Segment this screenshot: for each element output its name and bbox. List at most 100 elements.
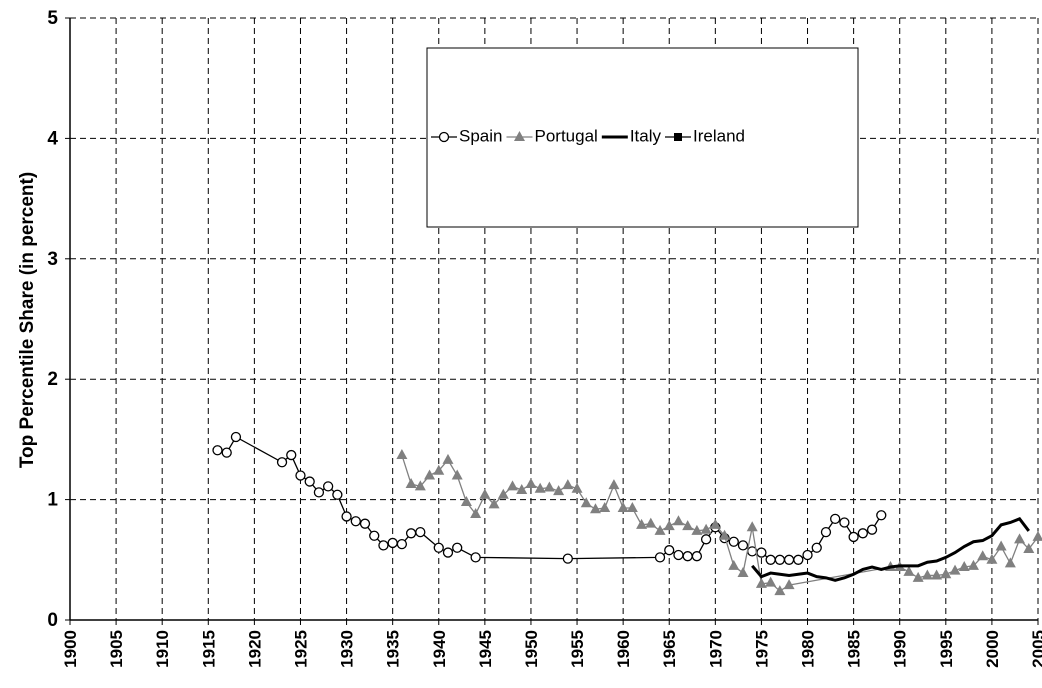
marker <box>765 554 776 565</box>
marker <box>525 477 537 488</box>
marker <box>424 469 436 480</box>
x-tick-label: 1900 <box>61 630 80 668</box>
marker <box>378 540 389 551</box>
marker <box>783 579 795 590</box>
marker <box>230 431 242 443</box>
marker <box>553 485 565 496</box>
marker <box>811 542 822 553</box>
marker <box>912 571 924 582</box>
marker <box>359 518 371 529</box>
x-tick-label: 1955 <box>568 630 587 668</box>
y-tick-label: 1 <box>47 490 58 511</box>
marker <box>774 554 786 565</box>
x-tick-label: 1995 <box>937 630 956 668</box>
x-tick-label: 1940 <box>430 630 449 668</box>
marker <box>396 538 408 550</box>
marker <box>442 547 454 558</box>
x-tick-label: 1985 <box>845 630 864 668</box>
marker <box>728 559 740 570</box>
marker <box>765 576 777 587</box>
marker <box>589 503 601 514</box>
marker <box>396 449 408 460</box>
marker <box>497 488 509 499</box>
y-axis-title: Top Percentile Share (in percent) <box>17 172 38 468</box>
marker <box>507 480 519 491</box>
series-line <box>217 436 882 561</box>
legend-label: Portugal <box>534 126 597 145</box>
marker <box>654 552 666 563</box>
marker <box>470 552 481 563</box>
marker <box>543 481 555 492</box>
y-tick-label: 2 <box>47 369 58 390</box>
x-tick-label: 1980 <box>799 630 818 668</box>
marker <box>700 523 712 534</box>
marker <box>350 516 361 527</box>
series <box>751 517 1030 582</box>
marker <box>295 470 306 481</box>
marker <box>663 520 675 531</box>
marker <box>313 487 325 498</box>
y-tick-label: 5 <box>47 8 58 29</box>
x-tick-label: 1965 <box>660 630 679 668</box>
marker <box>470 508 482 519</box>
marker <box>332 489 343 500</box>
x-tick-label: 1930 <box>338 630 357 668</box>
marker <box>995 540 1007 551</box>
series-line <box>401 454 1039 592</box>
marker <box>774 585 786 596</box>
marker <box>921 569 933 580</box>
marker <box>442 453 454 464</box>
x-tick-label: 1990 <box>891 630 910 668</box>
marker <box>793 554 804 565</box>
marker <box>433 542 444 553</box>
marker <box>903 565 915 576</box>
marker <box>488 498 500 509</box>
marker <box>783 554 795 565</box>
x-tick-label: 1925 <box>291 630 310 668</box>
x-tick-label: 1945 <box>476 630 495 668</box>
x-tick-label: 1910 <box>153 630 172 668</box>
marker <box>673 549 684 561</box>
marker <box>438 131 450 143</box>
x-tick-label: 1915 <box>199 630 218 668</box>
marker <box>967 559 979 570</box>
marker <box>562 553 573 564</box>
marker <box>451 469 463 480</box>
marker <box>387 537 398 549</box>
marker <box>580 497 592 508</box>
marker <box>986 553 998 564</box>
marker <box>802 549 813 561</box>
x-tick-label: 1960 <box>614 630 633 668</box>
marker <box>513 131 525 141</box>
marker <box>433 464 445 475</box>
marker <box>755 577 767 588</box>
x-tick-label: 1920 <box>245 630 264 668</box>
marker <box>664 545 675 556</box>
marker <box>617 502 629 513</box>
marker <box>599 502 611 513</box>
legend-label: Spain <box>459 126 502 145</box>
series <box>396 449 1042 596</box>
marker <box>405 477 417 488</box>
legend-box <box>426 47 859 228</box>
marker <box>839 517 850 528</box>
marker <box>672 515 684 526</box>
marker <box>405 528 417 539</box>
marker <box>848 531 859 543</box>
marker <box>212 445 223 456</box>
marker <box>700 534 712 545</box>
marker <box>830 513 841 525</box>
marker <box>221 447 232 458</box>
marker <box>709 518 721 529</box>
marker <box>562 479 574 490</box>
marker <box>931 569 943 580</box>
marker <box>286 449 297 461</box>
marker <box>682 520 694 531</box>
x-tick-label: 2000 <box>983 630 1002 668</box>
marker <box>608 479 620 490</box>
marker <box>691 551 703 562</box>
marker <box>654 524 666 535</box>
marker <box>756 547 767 558</box>
marker <box>820 526 832 538</box>
marker <box>977 550 989 561</box>
